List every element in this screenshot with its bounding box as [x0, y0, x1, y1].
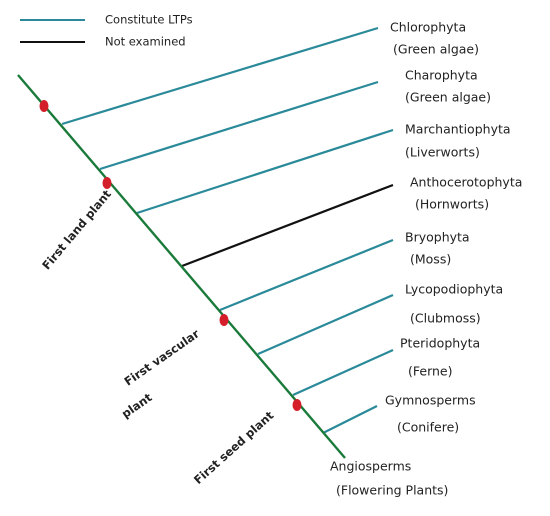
dot [292, 399, 302, 411]
taxon-common: (Clubmoss) [410, 311, 481, 326]
milestone-label: First seed plant [191, 408, 277, 487]
taxon-name: Anthocerotophyta [410, 175, 522, 190]
taxon-name: Chlorophyta [390, 20, 466, 35]
dot [39, 100, 49, 112]
taxon-name: Bryophyta [405, 230, 470, 245]
branch [219, 238, 394, 312]
taxon-common: (Liverworts) [405, 145, 480, 160]
taxon-common: (Moss) [410, 252, 451, 267]
legend-label: Not examined [105, 35, 186, 49]
branch [181, 183, 394, 268]
branch [99, 80, 379, 171]
taxon-common: (Green algae) [405, 90, 491, 105]
branch [292, 348, 394, 397]
milestone-label: plant [119, 390, 155, 421]
backbone [17, 74, 346, 459]
taxon-common: (Hornworts) [415, 197, 489, 212]
dot [102, 177, 112, 189]
taxon-name: Marchantiophyta [405, 122, 511, 137]
taxon-common: (Conifere) [397, 420, 459, 435]
taxon-name: Gymnosperms [385, 393, 476, 408]
milestone-label: First vascular [122, 326, 203, 388]
taxon-common: (Ferne) [408, 364, 452, 379]
taxon-common: (Green algae) [393, 42, 479, 57]
taxon-name: Lycopodiophyta [405, 282, 503, 297]
branches [61, 26, 394, 434]
branch [257, 293, 394, 356]
branch [61, 26, 379, 126]
dot [219, 314, 229, 326]
milestone-dots [39, 100, 302, 411]
branch [322, 405, 378, 434]
milestone-label: First land plant [39, 187, 114, 273]
legend-label: Constitute LTPs [105, 13, 193, 27]
branch [136, 128, 394, 215]
taxon-name: Pteridophyta [400, 336, 480, 351]
taxon-common: (Flowering Plants) [336, 483, 448, 498]
taxon-name: Angiosperms [330, 459, 411, 474]
taxon-name: Charophyta [405, 68, 478, 83]
